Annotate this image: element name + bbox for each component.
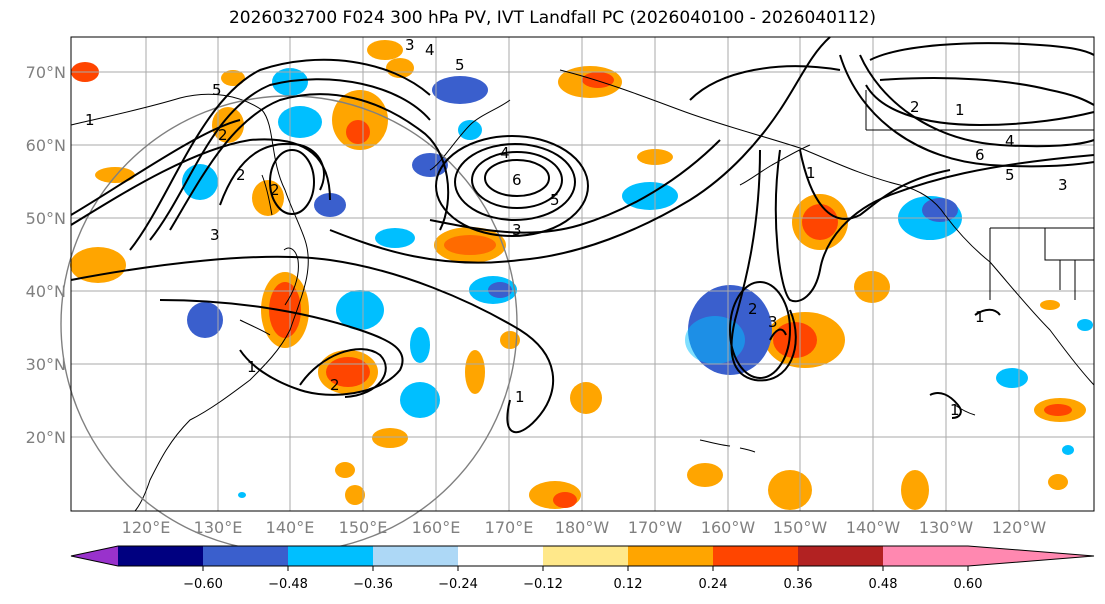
pv-label: 1 [515,388,525,406]
lon-label: 140°W [846,518,901,537]
colorbar-segment [203,546,288,566]
pv-label: 6 [512,171,522,189]
lon-label: 120°E [122,518,171,537]
colorbar-tick-label: 0.24 [699,577,728,592]
lon-label: 160°W [701,518,756,537]
pv-label: 2 [218,126,228,144]
colorbar-max-extension [968,546,1094,566]
colorbar-tick-label: −0.24 [438,577,478,592]
colorbar: −0.60 −0.48 −0.36 −0.24 −0.12 0.12 0.24 … [70,545,1095,592]
pv-label: 6 [975,146,985,164]
pv-label: 1 [955,101,965,119]
lat-label: 60°N [26,136,66,155]
colorbar-tick-label: −0.36 [353,577,393,592]
lat-label: 40°N [26,282,66,301]
pv-label: 4 [425,41,435,59]
latitude-labels: 70°N 60°N 50°N 40°N 30°N 20°N [26,63,66,447]
lat-label: 70°N [26,63,66,82]
pv-label: 5 [1005,166,1015,184]
lon-label: 130°E [194,518,243,537]
map-frame [70,36,1095,512]
colorbar-segment [118,546,203,566]
pv-label: 4 [500,144,510,162]
lat-label: 30°N [26,355,66,374]
pv-label: 2 [910,98,920,116]
colorbar-tick-label: 0.12 [614,577,643,592]
colorbar-segment [373,546,458,566]
lon-label: 170°E [485,518,534,537]
pv-contours [70,36,1095,434]
pv-label: 3 [512,221,522,239]
pv-label: 2 [236,166,246,184]
pv-label: 5 [550,191,560,209]
lon-label: 180°W [555,518,610,537]
pv-label: 1 [247,358,257,376]
colorbar-tick-label: 0.36 [784,577,813,592]
pv-label: 3 [210,226,220,244]
colorbar-tick-label: −0.60 [183,577,223,592]
lon-label: 120°W [992,518,1047,537]
pv-label: 2 [330,376,340,394]
lon-label: 150°E [339,518,388,537]
pv-label: 2 [748,300,758,318]
pv-label: 1 [85,111,95,129]
lon-label: 130°W [919,518,974,537]
colorbar-tick-label: 0.60 [954,577,983,592]
pv-label: 2 [270,181,280,199]
colorbar-tick-label: 0.48 [869,577,898,592]
colorbar-segment [543,546,628,566]
colorbar-tick-label: −0.12 [523,577,563,592]
lon-label: 140°E [266,518,315,537]
colorbar-segment [883,546,968,566]
colorbar-segment [798,546,883,566]
colorbar-segment [713,546,798,566]
lat-label: 20°N [26,428,66,447]
pv-label: 3 [768,313,778,331]
pv-label: 3 [1058,176,1068,194]
pv-label: 1 [806,164,816,182]
colorbar-ticks [202,566,969,571]
pv-label: 5 [455,56,465,74]
lon-label: 170°W [628,518,683,537]
colorbar-segment [288,546,373,566]
colorbar-segment [458,546,543,566]
map-title: 2026032700 F024 300 hPa PV, IVT Landfall… [228,8,876,28]
lat-label: 50°N [26,209,66,228]
colorbar-outline [70,545,1095,567]
colorbar-segment [628,546,713,566]
colorbar-min-extension [71,546,118,566]
lon-label: 150°W [773,518,828,537]
gridlines [71,37,1094,511]
pv-label: 3 [405,36,415,54]
pv-contour-labels: 1 2 3 4 5 6 1 2 3 4 5 6 5 3 2 1 1 2 3 1 … [85,36,1068,419]
pv-label: 1 [975,308,985,326]
pv-label: 4 [1005,132,1015,150]
longitude-labels: 120°E 130°E 140°E 150°E 160°E 170°E 180°… [122,518,1047,537]
pv-label: 1 [950,401,960,419]
pv-label: 5 [212,81,222,99]
lon-label: 160°E [412,518,461,537]
colorbar-tick-label: −0.48 [268,577,308,592]
